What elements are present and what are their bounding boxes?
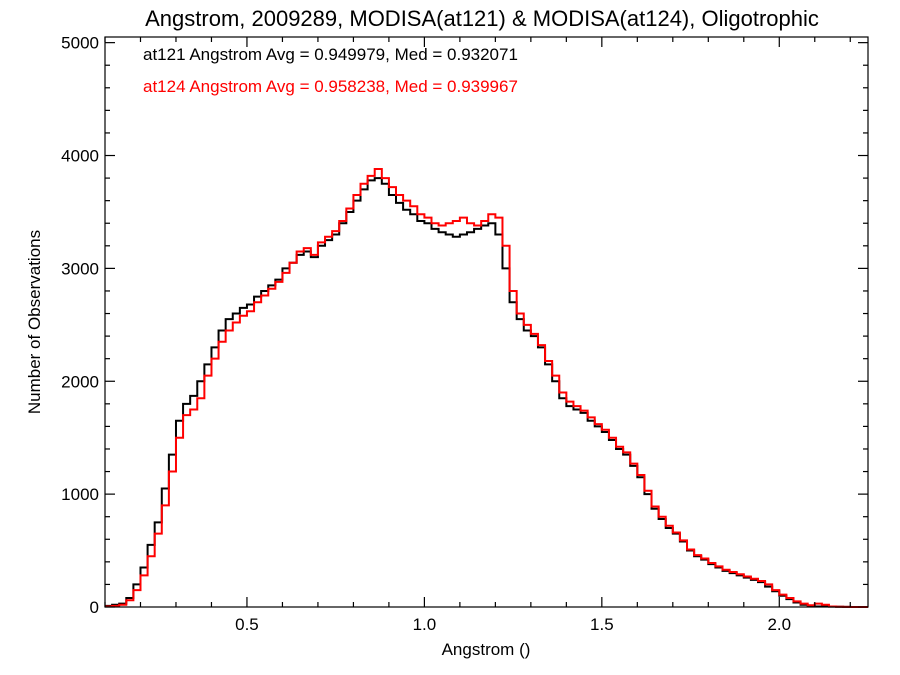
legend-entry-0: at121 Angstrom Avg = 0.949979, Med = 0.9… — [143, 45, 518, 64]
y-tick-label: 3000 — [61, 259, 99, 278]
y-tick-label: 0 — [90, 598, 99, 617]
x-tick-label: 2.0 — [767, 615, 791, 634]
x-tick-label: 1.0 — [413, 615, 437, 634]
legend-entry-1: at124 Angstrom Avg = 0.958238, Med = 0.9… — [143, 77, 518, 96]
y-tick-label: 1000 — [61, 485, 99, 504]
plot-frame — [104, 36, 869, 608]
x-axis-label: Angstrom () — [442, 640, 531, 659]
y-tick-label: 2000 — [61, 372, 99, 391]
y-axis-label: Number of Observations — [25, 230, 44, 414]
ticks-layer: 0.5 1.0 1.5 2.0 0 1000 2000 3000 4000 5000 — [61, 34, 868, 634]
x-tick-label: 1.5 — [590, 615, 614, 634]
series-layer — [105, 168, 868, 608]
y-tick-label: 4000 — [61, 147, 99, 166]
x-tick-label: 0.5 — [235, 615, 259, 634]
series-line-0 — [105, 177, 868, 608]
chart-title: Angstrom, 2009289, MODISA(at121) & MODIS… — [145, 6, 819, 31]
series-line-1 — [105, 168, 868, 608]
y-tick-label: 5000 — [61, 34, 99, 53]
